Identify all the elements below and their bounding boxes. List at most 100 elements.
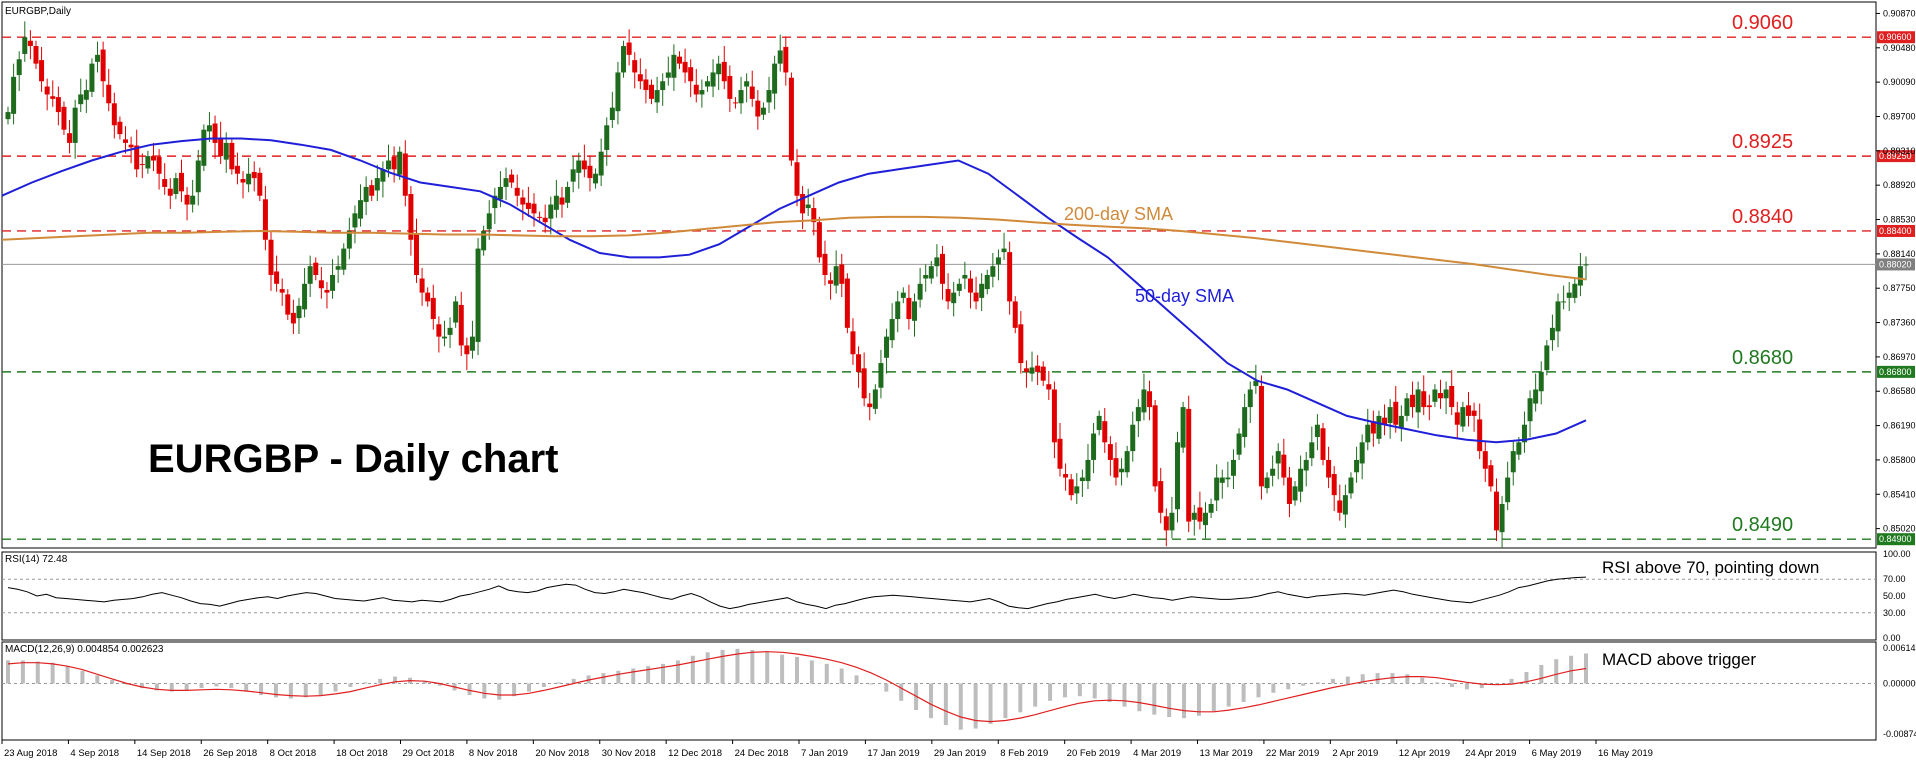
candle-body — [548, 204, 554, 219]
current-price-tag — [1877, 258, 1915, 271]
candle-body — [1354, 459, 1360, 473]
candle-body — [822, 253, 828, 275]
candle-body — [307, 266, 313, 284]
macd-bar — [1375, 673, 1380, 684]
candle-body — [262, 199, 268, 240]
macd-bar — [541, 683, 546, 687]
candle-body — [341, 248, 347, 270]
price-tick-label: 0.90090 — [1883, 77, 1916, 87]
candle-body — [117, 121, 123, 135]
candle-body — [1023, 368, 1029, 372]
rsi-annotation: RSI above 70, pointing down — [1602, 558, 1819, 577]
level-axis-value: 0.89250 — [1879, 151, 1912, 161]
macd-bar — [571, 678, 576, 684]
candle-body — [139, 164, 145, 166]
date-tick-label: 8 Nov 2018 — [469, 748, 518, 759]
date-tick-label: 14 Sep 2018 — [137, 748, 191, 759]
candle-body — [637, 74, 643, 82]
candle-body — [318, 280, 324, 289]
date-tick-label: 30 Nov 2018 — [602, 748, 656, 759]
candle-body — [150, 156, 156, 161]
macd-bar — [1077, 683, 1082, 697]
candle-body — [1309, 442, 1315, 459]
macd-bar — [1450, 683, 1455, 687]
candle-body — [1320, 428, 1326, 460]
candle-body — [912, 301, 918, 321]
candle-body — [889, 319, 895, 341]
macd-bar — [884, 683, 889, 692]
candle-body — [458, 304, 464, 346]
macd-bar — [1569, 655, 1574, 684]
candle-body — [1202, 512, 1208, 526]
candle-body — [1180, 407, 1186, 448]
price-tick-label: 0.89700 — [1883, 111, 1916, 121]
macd-bar — [556, 682, 561, 684]
candle-body — [257, 172, 263, 196]
sma200-label: 200-day SMA — [1064, 204, 1173, 224]
price-tick-label: 0.87360 — [1883, 318, 1916, 328]
macd-bar — [973, 683, 978, 729]
candle-body — [302, 283, 308, 310]
candle-body — [1113, 458, 1119, 478]
rsi-tick-label: 0.00 — [1883, 633, 1901, 643]
macd-bar — [527, 683, 532, 692]
macd-bar — [1271, 683, 1276, 693]
date-tick-label: 26 Sep 2018 — [203, 748, 257, 759]
candle-body — [1247, 389, 1253, 408]
macd-bar — [1330, 678, 1335, 684]
candle-body — [906, 297, 912, 320]
candle-body — [1488, 465, 1494, 487]
candle-body — [1158, 481, 1164, 513]
price-tick-label: 0.90480 — [1883, 43, 1916, 53]
macd-bar — [497, 683, 502, 700]
candle-body — [699, 90, 705, 95]
candle-body — [649, 84, 655, 99]
macd-bar — [631, 668, 636, 684]
macd-bar — [1137, 683, 1142, 712]
candle-body — [967, 278, 973, 293]
candle-body — [587, 165, 593, 179]
candle-body — [397, 151, 403, 175]
candle-body — [1253, 380, 1259, 386]
macd-bar — [1167, 683, 1172, 717]
candle-body — [794, 162, 800, 196]
candle-body — [1443, 389, 1449, 399]
macd-bar — [928, 683, 933, 719]
candle-body — [72, 107, 78, 143]
candle-body — [1359, 442, 1365, 464]
current-price-value: 0.88020 — [1879, 259, 1912, 269]
candle-body — [514, 187, 520, 196]
candle-body — [828, 280, 834, 284]
macd-bar — [1286, 683, 1291, 690]
candle-body — [956, 283, 962, 291]
candle-body — [800, 193, 806, 214]
macd-bar — [169, 683, 174, 692]
macd-bar — [1048, 683, 1053, 701]
candle-body — [744, 81, 750, 87]
candle-body — [229, 142, 235, 170]
macd-bar — [6, 660, 10, 684]
symbol-label: EURGBP,Daily — [5, 6, 71, 17]
candle-body — [1544, 345, 1550, 371]
candle-body — [1561, 301, 1567, 303]
candle-body — [839, 264, 845, 284]
candle-body — [805, 204, 811, 209]
date-tick-label: 24 Apr 2019 — [1465, 748, 1516, 759]
macd-bar — [1152, 683, 1157, 715]
candle-body — [492, 195, 498, 209]
candle-body — [134, 145, 140, 170]
macd-bar — [795, 656, 799, 684]
candle-body — [1051, 389, 1057, 443]
date-tick-label: 12 Apr 2019 — [1399, 748, 1450, 759]
macd-bar — [1494, 683, 1499, 685]
rsi-tick-label: 100.00 — [1883, 549, 1911, 559]
macd-bar — [318, 683, 323, 696]
candle-body — [749, 86, 755, 99]
candle-body — [760, 107, 766, 115]
candle-body — [55, 97, 61, 113]
candle-body — [313, 262, 319, 275]
candle-body — [16, 59, 22, 76]
candle-body — [1438, 393, 1444, 399]
candle-body — [766, 90, 772, 103]
